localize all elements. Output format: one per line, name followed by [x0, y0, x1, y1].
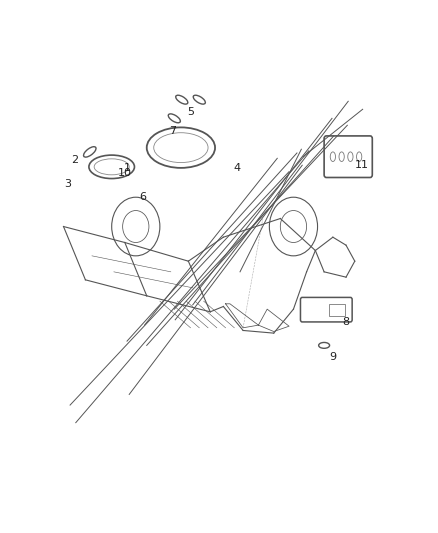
Text: 7: 7: [170, 126, 177, 135]
Text: 3: 3: [64, 179, 71, 189]
Text: 8: 8: [343, 318, 350, 327]
Bar: [328, 304, 345, 316]
Text: 1: 1: [124, 163, 131, 173]
Text: 9: 9: [329, 352, 336, 362]
Text: 2: 2: [71, 155, 78, 165]
Text: 11: 11: [354, 160, 368, 170]
Text: 10: 10: [118, 168, 132, 178]
Text: 6: 6: [139, 192, 146, 202]
Text: 5: 5: [187, 107, 194, 117]
Text: 4: 4: [233, 163, 240, 173]
